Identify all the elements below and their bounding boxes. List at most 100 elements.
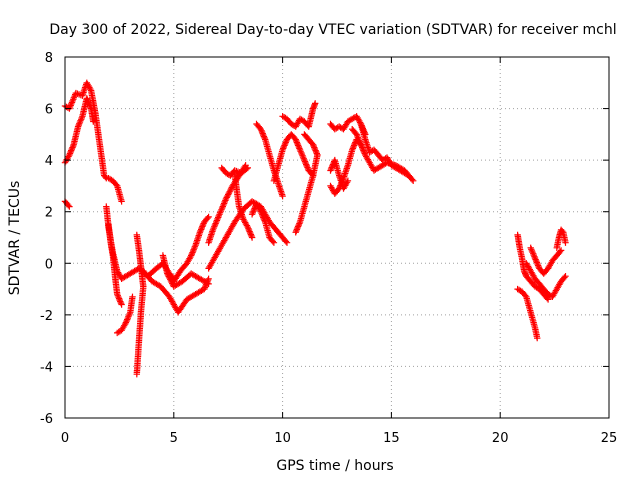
data-point — [65, 202, 72, 209]
data-point — [117, 298, 124, 305]
data-point — [70, 94, 78, 101]
data-point — [269, 238, 276, 245]
data-point — [125, 312, 133, 319]
data-point — [87, 85, 94, 93]
data-point — [69, 97, 76, 104]
data-point — [188, 250, 195, 258]
data-point — [556, 248, 564, 255]
data-point — [129, 293, 136, 300]
data-point — [66, 203, 73, 210]
data-point — [360, 148, 368, 156]
data-point — [66, 103, 74, 111]
y-tick-label: -2 — [40, 309, 53, 324]
data-point — [123, 317, 130, 325]
data-point — [116, 296, 123, 304]
data-point — [557, 247, 565, 254]
data-point — [68, 100, 75, 108]
data-point — [297, 148, 304, 155]
data-points — [61, 79, 569, 378]
data-point — [164, 270, 171, 277]
data-point — [343, 179, 351, 186]
data-point — [215, 212, 222, 219]
data-point — [529, 249, 536, 256]
data-point — [329, 162, 336, 170]
data-point — [68, 145, 75, 153]
data-point — [124, 316, 131, 323]
data-point — [314, 151, 321, 159]
data-point — [532, 256, 539, 263]
x-tick-labels: 0 5 10 15 20 25 — [61, 431, 617, 446]
data-point — [191, 243, 199, 250]
data-point — [533, 257, 540, 265]
y-tick-label: 6 — [45, 103, 53, 118]
x-tick-label: 20 — [492, 431, 509, 446]
data-point — [257, 126, 264, 133]
data-point — [223, 194, 230, 201]
y-tick-label: -6 — [40, 412, 53, 427]
data-point — [349, 146, 356, 153]
data-point — [260, 133, 268, 140]
data-point — [534, 334, 541, 342]
data-point — [257, 208, 264, 215]
data-point — [221, 198, 228, 206]
data-point — [344, 177, 352, 184]
data-point — [528, 246, 535, 253]
data-point — [75, 121, 82, 129]
data-point — [220, 201, 227, 209]
y-tick-label: 8 — [45, 51, 53, 66]
data-point — [210, 225, 217, 232]
data-point — [68, 147, 75, 154]
x-tick-label: 10 — [274, 431, 291, 446]
data-point — [355, 135, 362, 142]
y-tick-label: 0 — [45, 257, 53, 272]
data-point — [248, 234, 256, 241]
data-point — [226, 188, 233, 195]
axes — [64, 56, 610, 419]
data-point — [283, 239, 291, 246]
data-point — [222, 195, 230, 202]
data-point — [260, 215, 268, 223]
data-point — [227, 187, 234, 194]
data-point — [410, 177, 417, 184]
data-point — [90, 118, 97, 125]
data-point — [166, 274, 173, 282]
data-point — [356, 119, 364, 126]
y-axis-label: SDTVAR / TECUs — [7, 181, 23, 296]
data-point — [312, 100, 319, 107]
data-point — [165, 273, 172, 280]
data-point — [246, 228, 253, 235]
data-point — [133, 371, 140, 378]
x-tick-label: 5 — [170, 431, 178, 446]
data-point — [282, 238, 290, 245]
data-point — [204, 215, 211, 222]
data-point — [121, 320, 129, 328]
data-point — [562, 273, 569, 280]
data-point — [205, 213, 212, 221]
data-point — [224, 192, 231, 200]
data-point — [205, 280, 212, 288]
plot-frame — [64, 56, 610, 419]
x-tick-label: 0 — [61, 431, 69, 446]
data-point — [408, 176, 416, 183]
data-point — [225, 191, 232, 198]
data-point — [225, 189, 233, 197]
x-tick-label: 25 — [601, 431, 618, 446]
y-tick-label: 4 — [45, 154, 53, 169]
data-point — [530, 252, 537, 259]
data-point — [65, 153, 72, 160]
data-point — [562, 239, 569, 246]
data-point — [86, 101, 93, 108]
data-point — [404, 171, 411, 178]
data-point — [77, 117, 84, 124]
data-point — [197, 227, 204, 235]
data-point — [279, 193, 286, 200]
data-point — [244, 164, 251, 172]
data-point — [78, 116, 85, 123]
data-point — [214, 215, 221, 223]
data-point — [204, 279, 211, 287]
data-point — [118, 198, 125, 205]
data-point — [211, 221, 219, 229]
data-point — [217, 208, 224, 215]
data-point — [216, 209, 224, 216]
